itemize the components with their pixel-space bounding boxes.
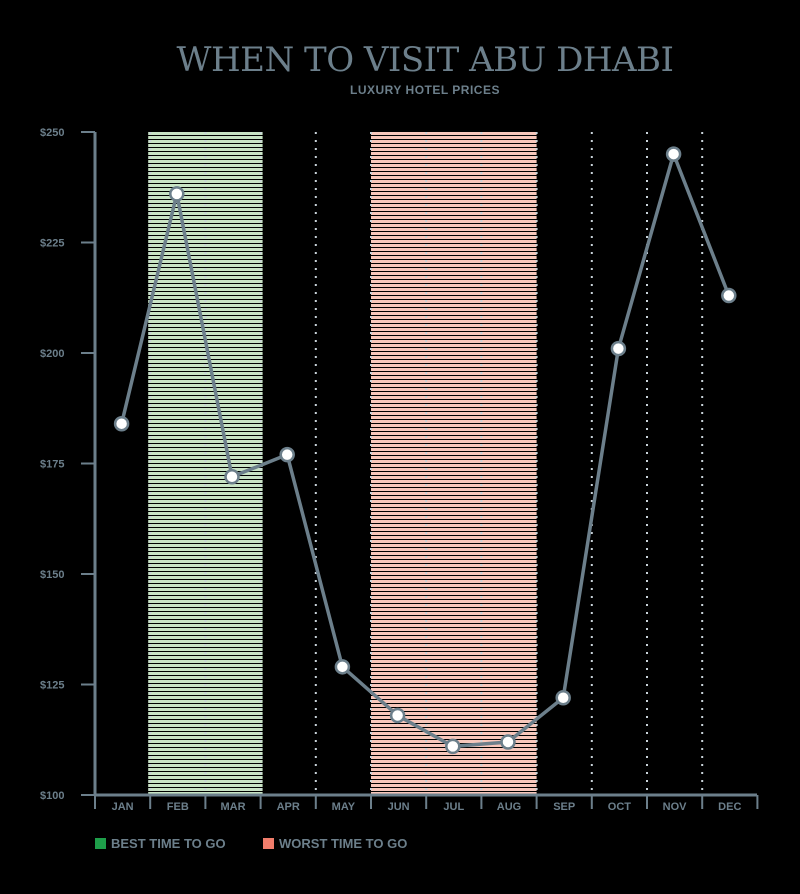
data-point-jul (445, 738, 461, 755)
y-tick-label: $100 (40, 790, 64, 802)
data-point-may (334, 659, 351, 675)
x-tick-label: AUG (497, 801, 521, 813)
x-tick-label: OCT (608, 801, 632, 813)
highlight-bands (148, 132, 537, 795)
data-point-dec (721, 287, 737, 304)
series-line (119, 152, 731, 749)
y-tick-label: $250 (40, 127, 64, 139)
data-point-jan (113, 415, 130, 432)
y-axis-ticks: $100 $125 $150 $175 $200 $225 $250 (40, 127, 95, 802)
legend-label: WORST TIME TO GO (279, 836, 407, 851)
x-tick-label: MAR (220, 801, 245, 813)
legend-swatch (263, 838, 274, 849)
x-tick-label: JAN (112, 801, 134, 813)
data-point-mar (224, 469, 240, 485)
x-tick-label: NOV (663, 801, 688, 813)
x-tick-label: APR (277, 801, 300, 813)
band-worst (371, 132, 537, 795)
data-point-oct (610, 340, 627, 357)
chart-subtitle: LUXURY HOTEL PRICES (350, 83, 500, 97)
x-tick-label: JUN (388, 801, 410, 813)
y-tick-label: $200 (40, 348, 64, 360)
grid-lines (149, 132, 704, 795)
legend: BEST TIME TO GO WORST TIME TO GO (95, 836, 407, 851)
legend-swatch (95, 838, 106, 849)
data-point-apr (279, 446, 295, 463)
x-axis-ticks: JAN FEB MAR APR MAY JUN JUL AUG SEP OCT NOV DEC (94, 795, 759, 813)
band-best (148, 132, 263, 795)
data-point-feb (169, 186, 185, 202)
x-tick-label: SEP (553, 801, 575, 813)
chart-title: WHEN TO VISIT ABU DHABI (177, 40, 674, 80)
x-tick-label: MAY (332, 801, 356, 813)
y-tick-label: $225 (40, 238, 64, 250)
legend-label: BEST TIME TO GO (111, 836, 226, 851)
series (113, 146, 737, 755)
x-tick-label: FEB (167, 801, 189, 813)
data-point-aug (500, 734, 516, 750)
data-point-sep (555, 690, 571, 706)
y-tick-label: $150 (40, 569, 64, 581)
y-tick-label: $175 (40, 459, 64, 471)
x-tick-label: JUL (443, 801, 464, 813)
y-tick-label: $125 (40, 680, 64, 692)
x-tick-label: DEC (718, 801, 741, 813)
data-point-nov (665, 146, 682, 162)
data-point-jun (389, 707, 406, 724)
